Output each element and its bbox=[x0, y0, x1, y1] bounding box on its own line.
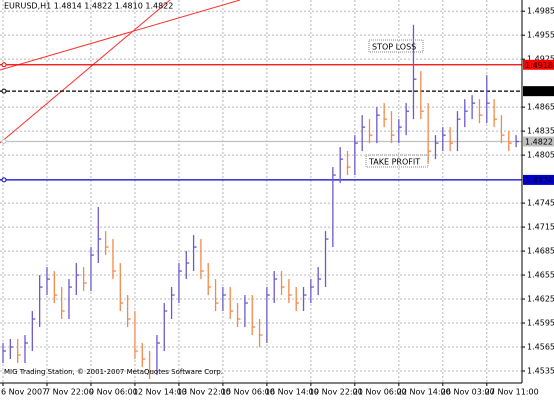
grid bbox=[0, 0, 522, 383]
annotation: TAKE PROFIT bbox=[368, 158, 420, 167]
y-tick-label: 1.4535 bbox=[527, 367, 554, 376]
x-tick-label: 12 Nov 14:00 bbox=[133, 388, 187, 397]
x-tick-label: 7 Nov 22:00 bbox=[45, 388, 94, 397]
y-tick-label: 1.4985 bbox=[527, 7, 554, 16]
level-handle bbox=[1, 177, 7, 183]
x-tick-label: 19 Nov 22:00 bbox=[309, 388, 363, 397]
x-tick-label: 21 Nov 06:00 bbox=[353, 388, 407, 397]
price-label-box bbox=[523, 59, 554, 70]
x-tick-label: 13 Nov 22:00 bbox=[177, 388, 231, 397]
y-tick-label: 1.4655 bbox=[527, 271, 554, 280]
y-tick-label: 1.4745 bbox=[527, 199, 554, 208]
level-handle bbox=[1, 88, 7, 94]
y-tick-label: 1.4955 bbox=[527, 31, 554, 40]
axes: 1.4985 1.4955 1.4925 1.4865 1.4835 1.4805 1.47… bbox=[1, 7, 554, 397]
x-tick-label: 15 Nov 06:00 bbox=[221, 388, 275, 397]
y-tick-label: 1.4835 bbox=[527, 127, 554, 136]
trend-line bbox=[0, 0, 171, 144]
y-tick-label: 1.4925 bbox=[527, 55, 554, 64]
price-label: 1.4822 bbox=[525, 138, 553, 147]
x-tick-label: 9 Nov 06:00 bbox=[89, 388, 138, 397]
bars bbox=[2, 24, 520, 380]
trend-line bbox=[0, 0, 241, 71]
price-label: 1.4885 bbox=[525, 87, 553, 96]
x-tick-label: 22 Nov 14:00 bbox=[397, 388, 451, 397]
annotation-box bbox=[365, 154, 429, 168]
y-tick-label: 1.4805 bbox=[527, 151, 554, 160]
level-handle bbox=[1, 62, 7, 68]
footer: MIG Trading Station, © 2001-2007 MetaQuo… bbox=[4, 368, 223, 376]
level-handle bbox=[1, 139, 7, 145]
price-label: 1.4774 bbox=[525, 176, 553, 185]
annotation: STOP LOSS bbox=[372, 43, 416, 52]
price-label: 1.4918 bbox=[525, 61, 553, 70]
y-tick-label: 1.4715 bbox=[527, 223, 554, 232]
y-tick-label: 1.4625 bbox=[527, 295, 554, 304]
y-tick-label: 1.4565 bbox=[527, 343, 554, 352]
y-tick-label: 1.4865 bbox=[527, 103, 554, 112]
x-tick-label: 6 Nov 2007 bbox=[1, 388, 47, 397]
price-label-box bbox=[523, 86, 554, 97]
x-tick-label: 26 Nov 03:00 bbox=[441, 388, 495, 397]
price-label-box bbox=[523, 174, 554, 185]
price-label-box bbox=[523, 136, 554, 147]
x-tick-label: 27 Nov 11:00 bbox=[485, 388, 539, 397]
y-tick-label: 1.4595 bbox=[527, 319, 554, 328]
y-tick-label: 1.4685 bbox=[527, 247, 554, 256]
annotation-box bbox=[368, 39, 424, 53]
chart-title: EURUSD,H1 1.4814 1.4822 1.4810 1.4822 bbox=[4, 2, 173, 11]
x-tick-label: 16 Nov 14:00 bbox=[265, 388, 319, 397]
